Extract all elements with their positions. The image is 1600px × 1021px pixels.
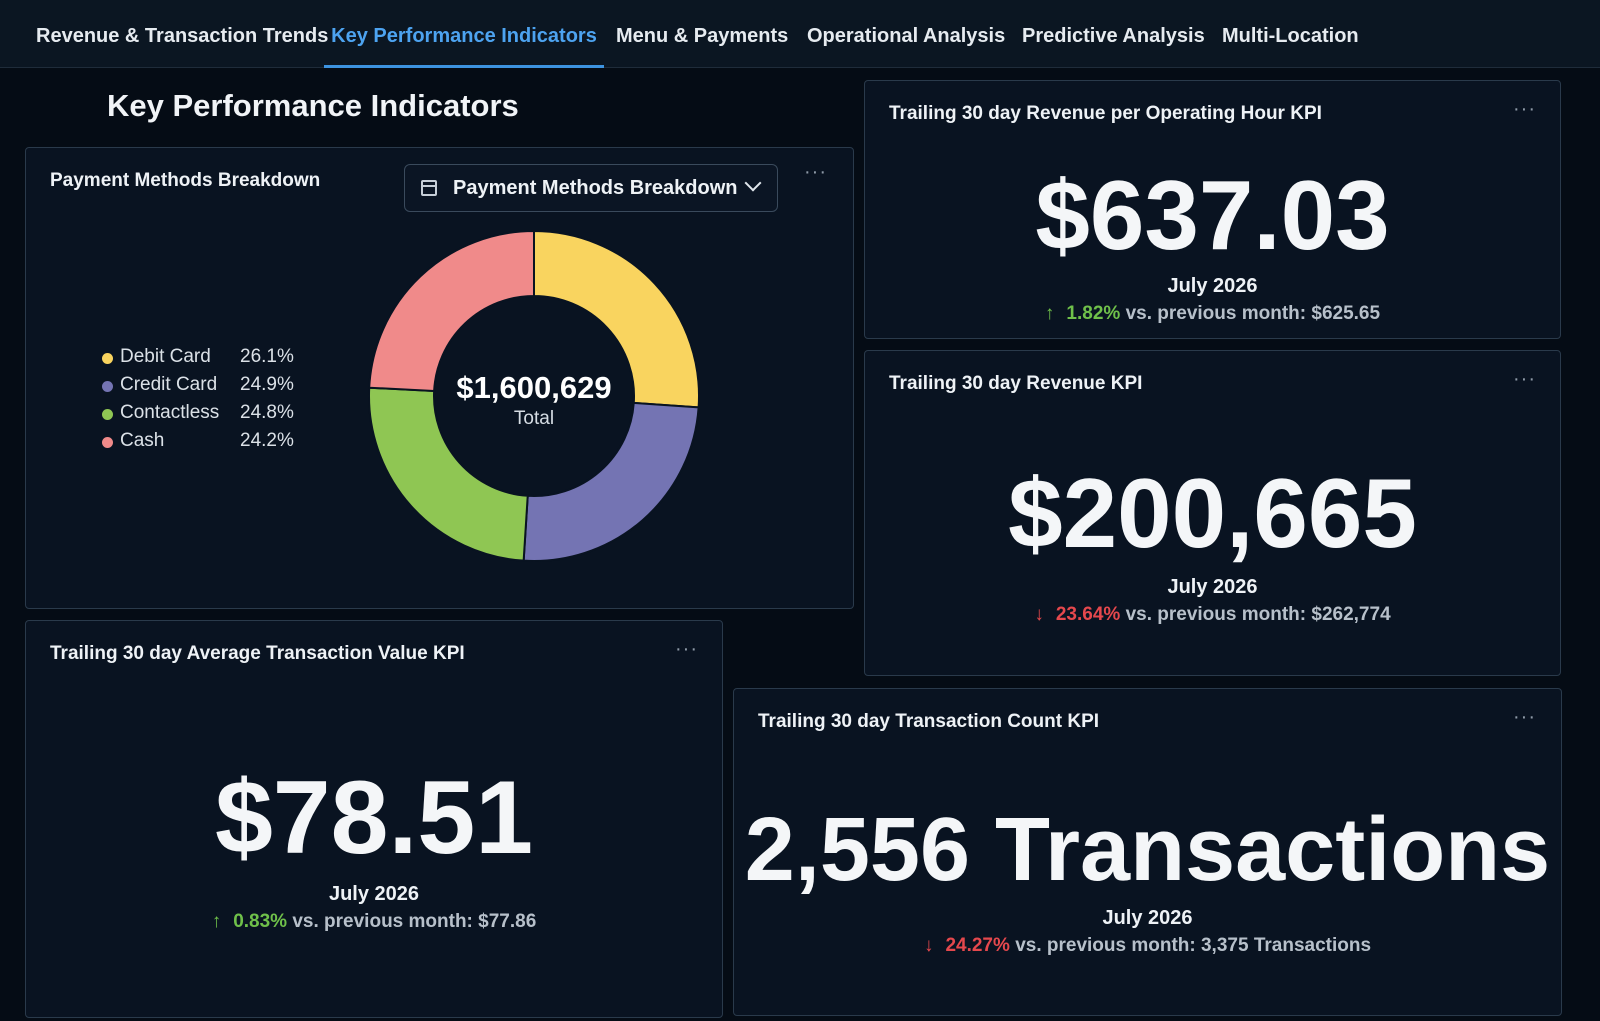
card-title: Payment Methods Breakdown <box>50 170 321 191</box>
kpi-comparison: vs. previous month: $77.86 <box>292 911 537 932</box>
kpi-change-percent: 0.83% <box>233 911 288 932</box>
legend-swatch <box>102 409 113 420</box>
card-title: Trailing 30 day Revenue KPI <box>889 373 1143 394</box>
donut-slice-contactless[interactable] <box>368 386 529 562</box>
kpi-period: July 2026 <box>1167 576 1258 598</box>
kpi-change-percent: 24.27% <box>945 935 1010 956</box>
tab-predictive-analysis[interactable]: Predictive Analysis <box>1022 25 1205 47</box>
avg-transaction-kpi-card: Trailing 30 day Average Transaction Valu… <box>25 620 723 1018</box>
more-options-icon[interactable]: ··· <box>1513 368 1536 390</box>
legend-swatch <box>102 381 113 392</box>
legend-item: Contactless 24.8% <box>102 400 322 428</box>
legend-label: Debit Card <box>120 346 211 367</box>
kpi-change: ↓ 24.27% vs. previous month: 3,375 Transa… <box>734 935 1561 957</box>
more-options-icon[interactable]: ··· <box>1513 98 1536 120</box>
payment-methods-card: Payment Methods Breakdown Payment Method… <box>25 147 854 609</box>
kpi-value: $78.51 <box>214 760 534 876</box>
donut-slice-debit-card[interactable] <box>533 229 700 409</box>
kpi-change: ↓ 23.64% vs. previous month: $262,774 <box>865 604 1560 626</box>
legend-item: Cash 24.2% <box>102 428 322 456</box>
kpi-value: 2,556 Transactions <box>744 800 1551 900</box>
page-title: Key Performance Indicators <box>107 88 519 123</box>
kpi-period: July 2026 <box>328 883 420 905</box>
legend-swatch <box>102 353 113 364</box>
kpi-change-percent: 1.82% <box>1066 303 1121 324</box>
legend-item: Debit Card 26.1% <box>102 344 322 372</box>
kpi-change: ↑ 0.83% vs. previous month: $77.86 <box>26 911 722 933</box>
kpi-period: July 2026 <box>1102 907 1193 929</box>
kpi-comparison: vs. previous month: $625.65 <box>1125 303 1381 324</box>
tab-multi-location[interactable]: Multi-Location <box>1222 25 1359 47</box>
legend-label: Credit Card <box>120 374 218 395</box>
top-nav: Revenue & Transaction Trends Key Perform… <box>0 0 1600 68</box>
donut-slice-credit-card[interactable] <box>522 401 700 562</box>
more-options-icon[interactable]: ··· <box>675 638 698 660</box>
card-title: Trailing 30 day Transaction Count KPI <box>758 711 1100 732</box>
legend-label: Cash <box>120 430 165 451</box>
legend-value: 26.1% <box>240 346 294 367</box>
donut-slice-cash[interactable] <box>368 229 535 393</box>
tab-revenue-transaction-trends[interactable]: Revenue & Transaction Trends <box>36 25 329 47</box>
revenue-per-hour-kpi-card: Trailing 30 day Revenue per Operating Ho… <box>864 80 1561 339</box>
tab-menu-payments[interactable]: Menu & Payments <box>616 25 789 47</box>
payment-methods-dropdown[interactable]: Payment Methods Breakdown <box>404 164 778 212</box>
arrow-up-icon: ↑ <box>211 911 222 932</box>
arrow-down-icon: ↓ <box>923 935 934 956</box>
calendar-icon <box>421 180 437 196</box>
kpi-value: $200,665 <box>1008 458 1417 568</box>
legend-label: Contactless <box>120 402 220 423</box>
card-title: Trailing 30 day Average Transaction Valu… <box>50 643 465 664</box>
chevron-down-icon <box>744 174 762 192</box>
tab-operational-analysis[interactable]: Operational Analysis <box>807 25 1006 47</box>
chart-legend: Debit Card 26.1% Credit Card 24.9% Conta… <box>102 344 322 456</box>
arrow-up-icon: ↑ <box>1044 303 1055 324</box>
payment-donut-chart <box>368 229 700 562</box>
kpi-value: $637.03 <box>1035 160 1390 270</box>
revenue-kpi-card: Trailing 30 day Revenue KPI ··· $200,665… <box>864 350 1561 676</box>
more-options-icon[interactable]: ··· <box>804 161 827 183</box>
donut-total-label: Total <box>513 408 555 429</box>
kpi-change-percent: 23.64% <box>1055 604 1121 625</box>
kpi-change: ↑ 1.82% vs. previous month: $625.65 <box>865 303 1560 325</box>
card-title: Trailing 30 day Revenue per Operating Ho… <box>889 103 1322 124</box>
transaction-count-kpi-card: Trailing 30 day Transaction Count KPI ··… <box>733 688 1562 1016</box>
dropdown-selected-value: Payment Methods Breakdown <box>453 177 738 199</box>
donut-total-value: $1,600,629 <box>456 370 612 405</box>
legend-value: 24.2% <box>240 430 294 451</box>
tab-key-performance-indicators[interactable]: Key Performance Indicators <box>331 25 597 47</box>
legend-item: Credit Card 24.9% <box>102 372 322 400</box>
kpi-comparison: vs. previous month: 3,375 Transactions <box>1015 935 1372 956</box>
legend-value: 24.9% <box>240 374 294 395</box>
legend-swatch <box>102 437 113 448</box>
active-tab-indicator <box>324 65 604 68</box>
arrow-down-icon: ↓ <box>1034 604 1044 625</box>
more-options-icon[interactable]: ··· <box>1513 706 1536 728</box>
legend-value: 24.8% <box>240 402 294 423</box>
kpi-period: July 2026 <box>1167 275 1258 297</box>
kpi-comparison: vs. previous month: $262,774 <box>1125 604 1391 625</box>
